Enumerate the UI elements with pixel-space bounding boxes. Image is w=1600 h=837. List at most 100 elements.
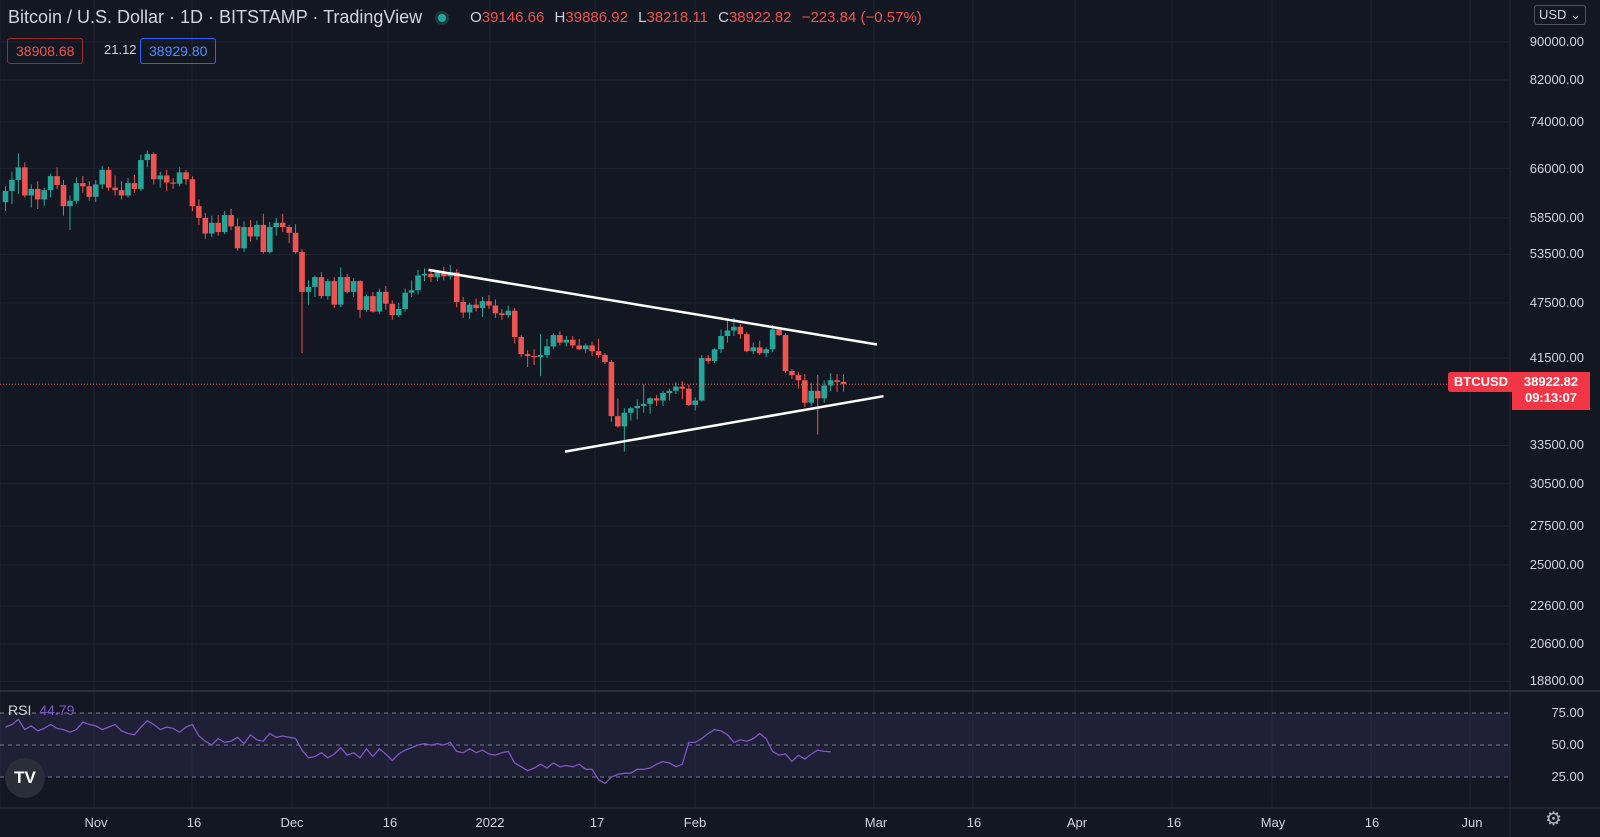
candle-body [453, 272, 460, 303]
candle-body [808, 390, 815, 403]
candle-body [415, 275, 421, 291]
candle-body [273, 222, 280, 228]
trendlines [428, 268, 884, 453]
candle-body [99, 169, 105, 185]
candle-body [118, 190, 125, 196]
candle-body [834, 380, 840, 382]
candle-body [537, 355, 544, 358]
candle-body [718, 336, 724, 350]
candle-body [763, 349, 769, 354]
buy-price-button[interactable]: 38929.80 [140, 38, 217, 64]
candle-body [685, 388, 692, 405]
time-axis-label: 2022 [475, 815, 505, 830]
time-axis-label: Jun [1461, 815, 1483, 830]
time-axis-label: 17 [589, 815, 605, 830]
candle-body [34, 188, 41, 200]
candle-body [15, 167, 22, 180]
chevron-down-icon: ⌄ [1570, 7, 1581, 22]
candle-body [247, 227, 254, 237]
candle-body [505, 310, 512, 316]
price-axis-label: 30500.00 [1529, 475, 1584, 491]
gear-icon[interactable]: ⚙ [1545, 809, 1563, 830]
tradingview-logo-icon[interactable]: TV [5, 758, 45, 798]
candle-body [660, 392, 666, 401]
candle-body [312, 277, 318, 287]
currency-selector[interactable]: USD ⌄ [1534, 5, 1586, 25]
candle-body [41, 190, 47, 200]
rsi-series-line [5, 718, 831, 785]
candle-body [634, 406, 641, 409]
candle-body [395, 308, 402, 316]
price-axis-label: 90000.00 [1529, 34, 1584, 49]
candle-body [305, 286, 312, 292]
candle-body [150, 154, 157, 180]
candle-body [47, 176, 54, 191]
time-axis-label: Apr [1066, 815, 1088, 830]
candle-body [383, 291, 389, 304]
candle-body [215, 222, 222, 233]
candle-body [511, 310, 518, 337]
symbol-price-tag: BTCUSD [1448, 372, 1514, 392]
rsi-axis-label: 75.00 [1551, 705, 1584, 720]
rsi-legend[interactable]: RSI 44.79 [8, 702, 74, 718]
candle-body [234, 226, 241, 249]
candle-body [183, 172, 189, 180]
candle-body [105, 169, 112, 188]
price-axis-label: 74000.00 [1529, 113, 1584, 129]
candle-body [821, 385, 827, 399]
last-price-value: 38922.82 [1523, 374, 1579, 389]
candle-body [460, 302, 466, 313]
candle-body [402, 292, 408, 309]
candle-body [376, 291, 383, 312]
time-axis-label: 16 [1166, 815, 1182, 830]
candle-body [769, 329, 776, 350]
spread-value: 21.12 [104, 42, 137, 57]
candle-body [640, 403, 647, 407]
time-axis-label: 16 [186, 815, 202, 830]
time-axis-label: Feb [683, 815, 707, 830]
time-axis-label: Nov [84, 815, 108, 830]
trendline [564, 394, 884, 453]
price-axis-label: 66000.00 [1529, 160, 1584, 176]
rsi-axis-label: 25.00 [1551, 769, 1584, 784]
candle-body [569, 339, 576, 346]
candle-body [724, 330, 731, 337]
candle-body [434, 271, 441, 278]
candle-body [9, 179, 15, 191]
chart-grid [0, 0, 1510, 808]
candle-body [344, 277, 350, 292]
candle-body [711, 349, 718, 362]
market-status-icon [438, 13, 447, 22]
candle-body [627, 408, 634, 413]
candle-body [125, 183, 131, 196]
candle-body [389, 303, 396, 316]
rsi-line [5, 718, 831, 785]
symbol-title[interactable]: Bitcoin / U.S. Dollar · 1D · BITSTAMP · … [8, 7, 423, 27]
candle-body [73, 183, 80, 201]
time-axis-label: 16 [966, 815, 982, 830]
candle-body [756, 347, 763, 354]
price-axis-label: 41500.00 [1529, 350, 1584, 366]
candle-body [421, 273, 428, 276]
candle-body [602, 355, 608, 363]
candle-body [653, 398, 660, 401]
candle-body [789, 371, 795, 376]
candle-body [531, 356, 537, 358]
candle-body [486, 301, 492, 306]
candle-body [827, 380, 834, 386]
rsi-value: 44.79 [39, 702, 75, 718]
candle-body [131, 183, 138, 189]
candle-body [363, 296, 370, 310]
candle-body [673, 386, 679, 391]
sell-price-button[interactable]: 38908.68 [7, 38, 84, 64]
candle-body [112, 187, 118, 191]
candle-body [441, 271, 447, 277]
candle-body [157, 175, 164, 180]
candle-body [228, 215, 234, 227]
price-axis-label: 22600.00 [1529, 598, 1584, 614]
candle-body [80, 183, 86, 187]
candle-body [744, 334, 750, 352]
candle-body [163, 175, 170, 183]
